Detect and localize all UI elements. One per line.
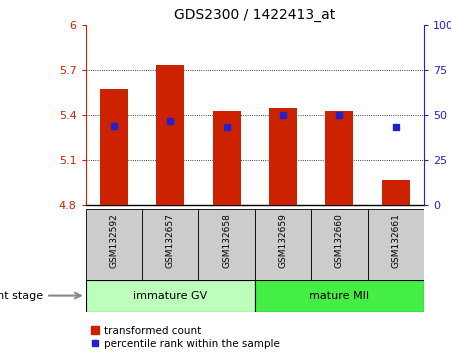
Bar: [255, 209, 311, 280]
Bar: [382, 180, 410, 205]
Text: development stage: development stage: [0, 291, 43, 301]
Text: GSM132658: GSM132658: [222, 213, 231, 268]
Bar: [142, 209, 198, 280]
Text: mature MII: mature MII: [309, 291, 369, 301]
Text: GSM132661: GSM132661: [391, 213, 400, 268]
Title: GDS2300 / 1422413_at: GDS2300 / 1422413_at: [174, 8, 336, 22]
Text: GSM132657: GSM132657: [166, 213, 175, 268]
Text: immature GV: immature GV: [133, 291, 207, 301]
Bar: [86, 280, 255, 312]
Bar: [100, 90, 128, 205]
Bar: [269, 108, 297, 205]
Text: GSM132659: GSM132659: [279, 213, 287, 268]
Bar: [86, 209, 142, 280]
Bar: [311, 209, 368, 280]
Bar: [212, 110, 241, 205]
Bar: [368, 209, 424, 280]
Text: GSM132660: GSM132660: [335, 213, 344, 268]
Bar: [255, 280, 424, 312]
Bar: [325, 110, 354, 205]
Bar: [156, 65, 184, 205]
Legend: transformed count, percentile rank within the sample: transformed count, percentile rank withi…: [91, 326, 281, 349]
Text: GSM132592: GSM132592: [110, 213, 118, 268]
Bar: [198, 209, 255, 280]
